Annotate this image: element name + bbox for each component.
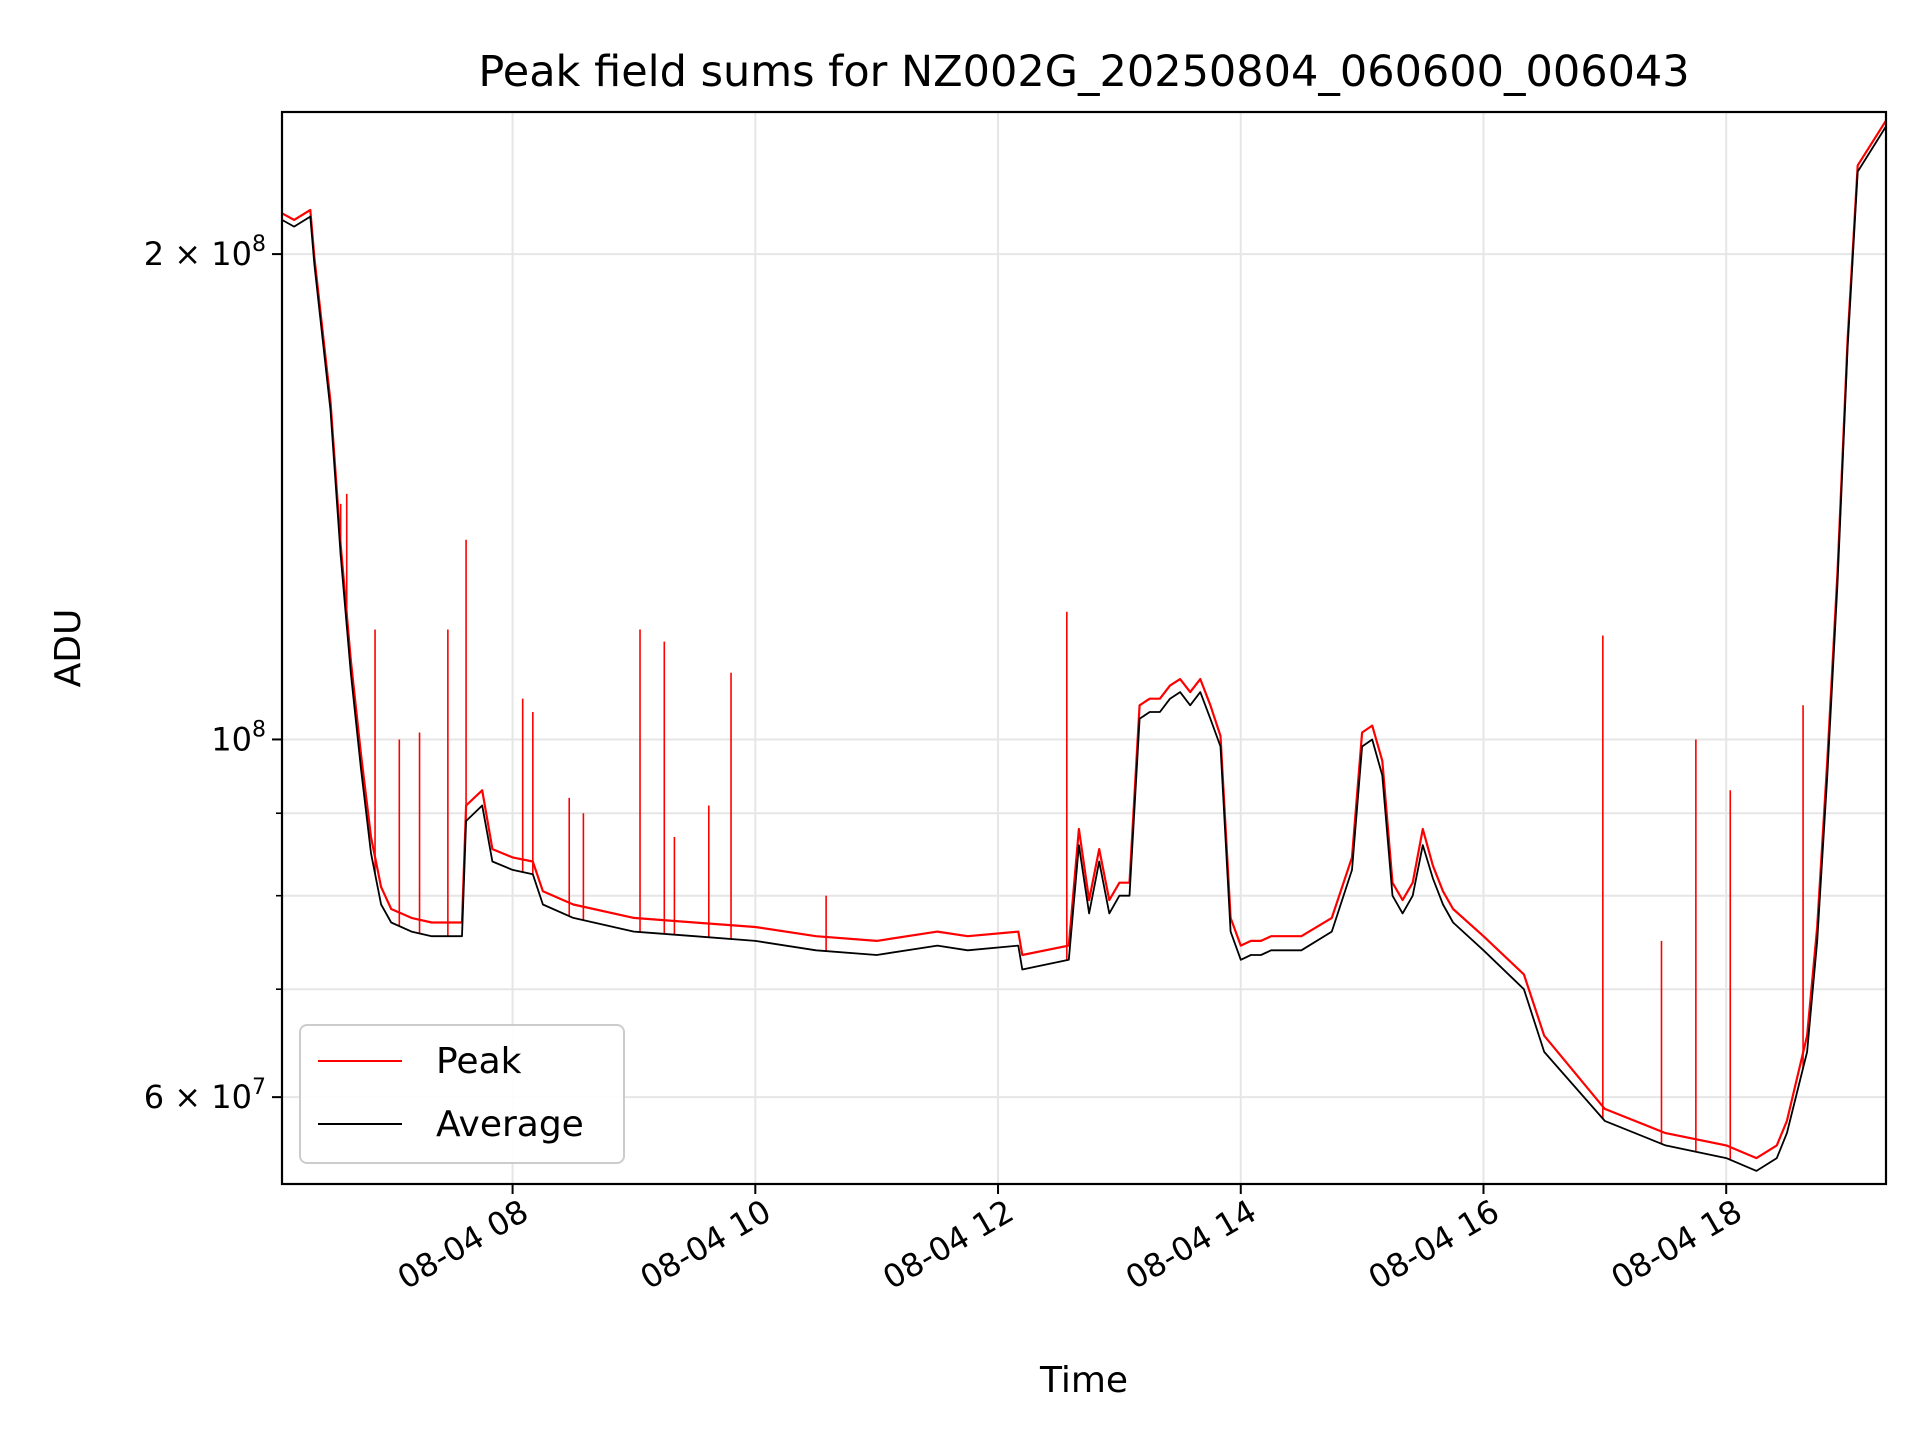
legend: Peak Average xyxy=(299,1024,625,1164)
legend-label-peak: Peak xyxy=(436,1041,522,1082)
plot-frame xyxy=(280,110,1888,1186)
y-tick-label: 108 xyxy=(211,717,266,758)
grid xyxy=(282,112,1886,1184)
y-tick-label: 6 × 107 xyxy=(144,1075,266,1116)
series-layer xyxy=(281,120,1887,1172)
series-line-average xyxy=(281,125,1887,1172)
legend-label-average: Average xyxy=(436,1104,584,1145)
y-tick-label: 2 × 108 xyxy=(144,232,266,273)
chart-title: Peak field sums for NZ002G_20250804_0606… xyxy=(478,47,1689,97)
x-axis-label: Time xyxy=(1039,1360,1128,1401)
y-axis-label: ADU xyxy=(48,609,89,688)
legend-box xyxy=(299,1024,625,1164)
